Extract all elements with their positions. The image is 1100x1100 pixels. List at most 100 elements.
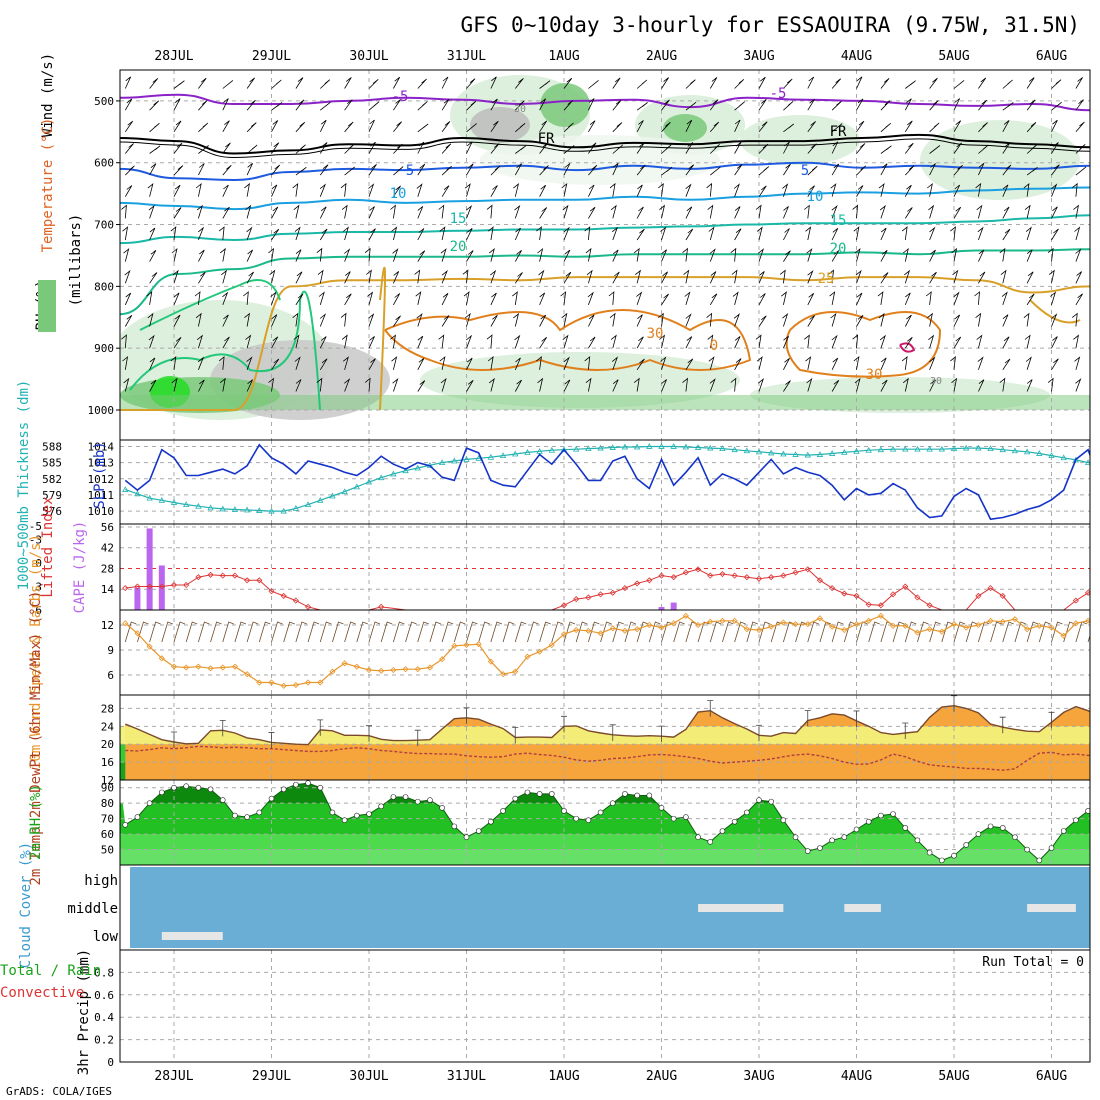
precip-tick-label: 0.8 — [94, 966, 114, 979]
wind-barb — [124, 98, 133, 111]
rh-point — [414, 798, 421, 805]
rh-point — [890, 811, 896, 817]
wind-barb — [953, 621, 966, 643]
wind-barb — [295, 249, 302, 262]
wind-barb — [612, 271, 620, 284]
thickness-point — [633, 443, 641, 450]
lifted-index-point — [609, 589, 616, 596]
wind-barb — [807, 143, 817, 154]
wind-barb — [195, 182, 202, 197]
wind-speed-point — [987, 617, 994, 624]
temp-tick-label: 24 — [101, 720, 115, 733]
wind-barb — [222, 98, 229, 111]
wind-barb — [904, 98, 912, 111]
minmax-bar — [609, 724, 616, 741]
wind-barb — [734, 206, 741, 219]
rh-tick-label: 50 — [101, 844, 114, 857]
top-date-label: 30JUL — [349, 49, 388, 64]
wind-barb — [173, 120, 182, 133]
wind-barb — [904, 336, 913, 349]
thickness-point — [341, 488, 348, 495]
wind-barb — [222, 291, 229, 306]
wind-barb — [538, 269, 545, 284]
rh-point — [256, 809, 263, 816]
wind-barb — [828, 269, 835, 284]
wind-barb — [1023, 312, 1030, 327]
wind-barb — [466, 621, 478, 643]
wind-barb — [636, 621, 649, 643]
wind-barb — [123, 248, 130, 262]
wind-barb — [537, 247, 544, 262]
wind-barb — [563, 77, 573, 89]
rh-point — [646, 792, 653, 799]
wind-barb — [539, 120, 548, 133]
wind-barb — [561, 312, 568, 327]
wind-speed-point — [816, 615, 824, 622]
wind-barb — [843, 621, 856, 643]
wind-barb — [1075, 378, 1082, 392]
wind-barb — [466, 123, 477, 133]
wind-barb — [197, 621, 210, 643]
minmax-bar — [219, 719, 226, 737]
thickness-tick-label: 588 — [42, 440, 62, 453]
bottom-date-label: 2AUG — [646, 1069, 677, 1084]
wind-barb — [405, 621, 417, 643]
rh-point — [975, 831, 982, 837]
wind-speed-point — [719, 617, 726, 624]
rh-point — [366, 811, 372, 817]
thickness-point — [780, 450, 787, 457]
rh-point — [329, 809, 336, 816]
wind-barb — [464, 312, 471, 327]
lifted-index-point — [682, 569, 689, 576]
wind-barb — [1026, 271, 1034, 284]
wind-barb — [563, 100, 573, 111]
rh-point — [573, 815, 579, 822]
wind-barb — [466, 163, 474, 176]
wind-barb — [661, 144, 672, 154]
wind-speed-point — [999, 618, 1006, 625]
wind10-tick-label: 6 — [107, 669, 114, 682]
wind-barb — [978, 249, 985, 262]
rh-point — [963, 842, 969, 848]
wind-barb — [441, 315, 450, 327]
wind-barb — [563, 122, 574, 133]
wind-speed-point — [146, 643, 153, 650]
isotherm-label: 30 — [647, 326, 664, 342]
wind-barb — [905, 165, 915, 176]
wind-barb — [341, 204, 348, 219]
thickness-point — [950, 445, 958, 452]
slp-line — [124, 443, 1090, 521]
lifted-index-point — [829, 585, 836, 592]
wind-barb — [950, 226, 956, 241]
wind-barb — [709, 293, 718, 306]
wind-speed-point — [560, 631, 568, 638]
wind-barb — [951, 247, 958, 262]
thickness-point — [390, 470, 397, 477]
wind-barb — [417, 380, 426, 392]
cape-panel — [120, 524, 1090, 610]
wind-speed-point — [975, 621, 982, 629]
isotherm-label: 30 — [514, 104, 526, 115]
wind-barb — [852, 334, 859, 349]
bottom-date-label: 28JUL — [154, 1069, 193, 1084]
rh-point — [865, 818, 872, 825]
wind-barb — [466, 78, 476, 89]
wind-barb — [441, 621, 454, 643]
wind-speed-point — [122, 620, 129, 627]
wind-barb — [271, 102, 283, 111]
wind-barb — [710, 166, 721, 176]
rh-point — [634, 792, 640, 799]
wind-barb — [515, 122, 526, 133]
thickness-point — [499, 452, 507, 459]
wind-barb — [319, 313, 327, 327]
wind-barb — [734, 358, 742, 371]
wind-speed-point — [231, 663, 239, 670]
wind-barb — [417, 123, 429, 133]
slp-tick-label: 1014 — [88, 440, 115, 453]
wind-barb — [198, 100, 208, 111]
lifted-index-point — [122, 585, 129, 592]
rh-point — [183, 783, 189, 789]
wind-barb — [783, 357, 790, 370]
wind-barb — [416, 183, 423, 197]
